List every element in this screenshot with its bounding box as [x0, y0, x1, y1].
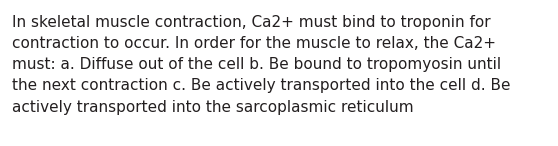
Text: In skeletal muscle contraction, Ca2+ must bind to troponin for
contraction to oc: In skeletal muscle contraction, Ca2+ mus… [12, 15, 511, 115]
